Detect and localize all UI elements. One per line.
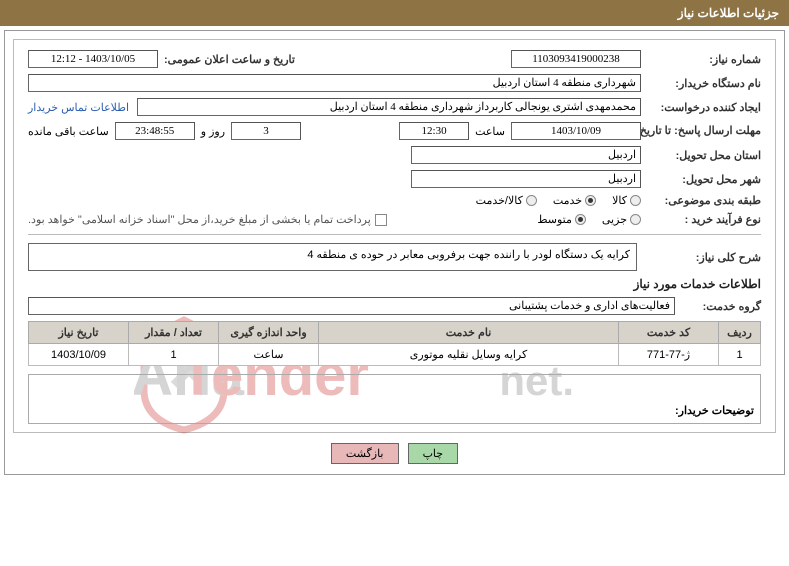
row-deadline: مهلت ارسال پاسخ: تا تاریخ: 1403/10/09 سا…: [28, 122, 761, 140]
row-requester: ایجاد کننده درخواست: محمدمهدی اشتری یونج…: [28, 98, 761, 116]
separator: [28, 234, 761, 235]
row-purchase-type: نوع فرآیند خرید : جزیی متوسط پرداخت تمام…: [28, 213, 761, 226]
requester-label: ایجاد کننده درخواست:: [647, 101, 761, 114]
radio-medium-label: متوسط: [537, 213, 572, 226]
deadline-label: مهلت ارسال پاسخ: تا تاریخ:: [647, 124, 761, 138]
th-qty: تعداد / مقدار: [129, 322, 219, 344]
table-row: 1 ژ-77-771 کرایه وسایل نقلیه موتوری ساعت…: [29, 344, 761, 366]
buyer-comments-box: توضیحات خریدار:: [28, 374, 761, 424]
deadline-date: 1403/10/09: [511, 122, 641, 140]
delivery-province-label: استان محل تحویل:: [647, 149, 761, 162]
deadline-time-label: ساعت: [475, 125, 505, 138]
table-header-row: ردیف کد خدمت نام خدمت واحد اندازه گیری ت…: [29, 322, 761, 344]
th-name: نام خدمت: [319, 322, 619, 344]
cell-qty: 1: [129, 344, 219, 366]
row-need-number: شماره نیاز: 1103093419000238 تاریخ و ساع…: [28, 50, 761, 68]
radio-icon: [630, 195, 641, 206]
outer-panel: Aria Tender .net شماره نیاز: 11030934190…: [4, 30, 785, 475]
overall-desc-label: شرح کلی نیاز:: [647, 251, 761, 264]
cell-idx: 1: [719, 344, 761, 366]
radio-minor-label: جزیی: [602, 213, 627, 226]
subject-category-radios: کالا خدمت کالا/خدمت: [464, 194, 641, 207]
page-header: جزئیات اطلاعات نیاز: [0, 0, 789, 26]
remaining-time-label: ساعت باقی مانده: [28, 125, 109, 138]
th-date: تاریخ نیاز: [29, 322, 129, 344]
need-number-value: 1103093419000238: [511, 50, 641, 68]
need-number-label: شماره نیاز:: [647, 53, 761, 66]
buyer-org-label: نام دستگاه خریدار:: [647, 77, 761, 90]
row-buyer-org: نام دستگاه خریدار: شهرداری منطقه 4 استان…: [28, 74, 761, 92]
row-delivery-province: استان محل تحویل: اردبیل: [28, 146, 761, 164]
remaining-time: 23:48:55: [115, 122, 195, 140]
announce-date-value: 1403/10/05 - 12:12: [28, 50, 158, 68]
th-code: کد خدمت: [619, 322, 719, 344]
overall-desc-value: کرایه یک دستگاه لودر با راننده جهت برفرو…: [28, 243, 637, 271]
purchase-type-label: نوع فرآیند خرید :: [647, 213, 761, 226]
radio-both-label: کالا/خدمت: [476, 194, 523, 207]
th-unit: واحد اندازه گیری: [219, 322, 319, 344]
radio-both[interactable]: کالا/خدمت: [476, 194, 537, 207]
radio-icon: [526, 195, 537, 206]
print-button[interactable]: چاپ: [408, 443, 459, 464]
radio-goods[interactable]: کالا: [612, 194, 641, 207]
button-row: چاپ بازگشت: [13, 433, 776, 474]
radio-service-label: خدمت: [553, 194, 582, 207]
row-subject-category: طبقه بندی موضوعی: کالا خدمت کالا/خدمت: [28, 194, 761, 207]
service-group-value: فعالیت‌های اداری و خدمات پشتیبانی: [28, 297, 675, 315]
treasury-note: پرداخت تمام یا بخشی از مبلغ خرید،از محل …: [28, 213, 371, 226]
buyer-contact-link[interactable]: اطلاعات تماس خریدار: [28, 101, 129, 114]
cell-date: 1403/10/09: [29, 344, 129, 366]
requester-value: محمدمهدی اشتری یونجالی کاربرداز شهرداری …: [137, 98, 641, 116]
radio-icon: [585, 195, 596, 206]
buyer-org-value: شهرداری منطقه 4 استان اردبیل: [28, 74, 641, 92]
page-title: جزئیات اطلاعات نیاز: [678, 6, 779, 20]
radio-service[interactable]: خدمت: [553, 194, 596, 207]
purchase-type-radios: جزیی متوسط: [525, 213, 641, 226]
subject-category-label: طبقه بندی موضوعی:: [647, 194, 761, 207]
cell-unit: ساعت: [219, 344, 319, 366]
services-table: ردیف کد خدمت نام خدمت واحد اندازه گیری ت…: [28, 321, 761, 366]
services-info-title: اطلاعات خدمات مورد نیاز: [28, 277, 761, 291]
form-panel: Aria Tender .net شماره نیاز: 11030934190…: [13, 39, 776, 433]
radio-medium[interactable]: متوسط: [537, 213, 586, 226]
radio-icon: [575, 214, 586, 225]
back-button[interactable]: بازگشت: [331, 443, 399, 464]
delivery-province-value: اردبیل: [411, 146, 641, 164]
delivery-city-label: شهر محل تحویل:: [647, 173, 761, 186]
cell-name: کرایه وسایل نقلیه موتوری: [319, 344, 619, 366]
delivery-city-value: اردبیل: [411, 170, 641, 188]
announce-date-label: تاریخ و ساعت اعلان عمومی:: [164, 53, 295, 66]
th-row: ردیف: [719, 322, 761, 344]
remaining-days-label: روز و: [201, 125, 225, 138]
treasury-checkbox[interactable]: [375, 214, 387, 226]
row-overall-desc: شرح کلی نیاز: کرایه یک دستگاه لودر با را…: [28, 243, 761, 271]
remaining-days: 3: [231, 122, 301, 140]
radio-goods-label: کالا: [612, 194, 627, 207]
service-group-label: گروه خدمت:: [681, 300, 761, 313]
row-delivery-city: شهر محل تحویل: اردبیل: [28, 170, 761, 188]
radio-icon: [630, 214, 641, 225]
deadline-time: 12:30: [399, 122, 469, 140]
buyer-comments-label: توضیحات خریدار:: [675, 404, 754, 417]
cell-code: ژ-77-771: [619, 344, 719, 366]
radio-minor[interactable]: جزیی: [602, 213, 641, 226]
row-service-group: گروه خدمت: فعالیت‌های اداری و خدمات پشتی…: [28, 297, 761, 315]
